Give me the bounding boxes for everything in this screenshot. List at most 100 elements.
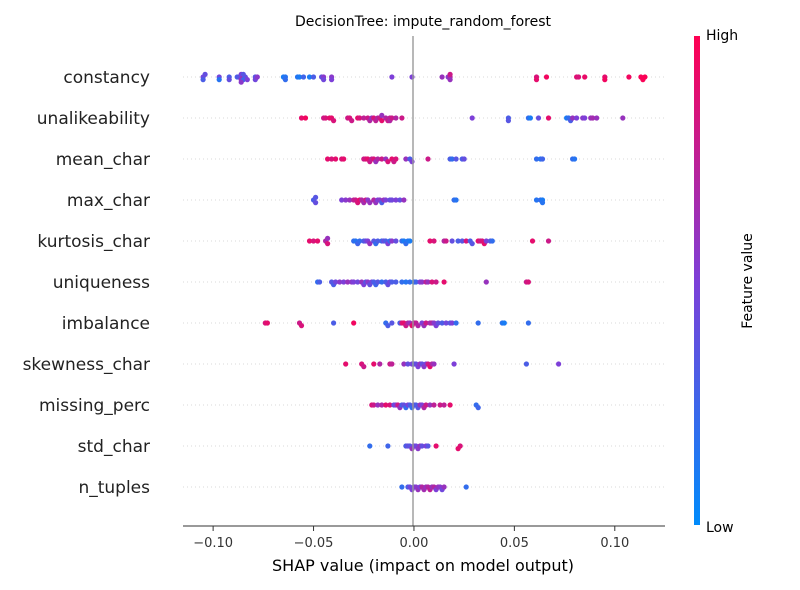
shap-point-uniqueness: [393, 279, 399, 285]
shap-point-uniqueness: [425, 279, 431, 285]
shap-point-uniqueness: [379, 279, 385, 285]
shap-point-n_tuples: [441, 484, 447, 490]
shap-point-imbalance: [435, 320, 441, 326]
shap-point-unalikeability: [357, 115, 363, 121]
x-axis-ticks: −0.10 −0.05 0.00 0.05 0.10: [193, 526, 629, 551]
shap-point-mean_char: [403, 156, 409, 162]
shap-point-skewness_char: [343, 361, 349, 367]
feature-label-kurtosis_char: kurtosis_char: [37, 232, 150, 252]
shap-point-kurtosis_char: [459, 238, 465, 244]
shap-point-mean_char: [325, 156, 331, 162]
shap-point-uniqueness: [525, 279, 532, 285]
shap-point-unalikeability: [527, 115, 534, 121]
shap-point-max_char: [401, 197, 407, 203]
shap-point-mean_char: [453, 156, 459, 162]
shap-point-skewness_char: [389, 361, 395, 367]
shap-point-mean_char: [333, 156, 339, 162]
shap-point-kurtosis_char: [431, 238, 437, 244]
shap-point-constancy: [409, 74, 415, 80]
shap-point-max_char: [397, 197, 403, 203]
shap-point-skewness_char: [451, 361, 457, 367]
shap-point-kurtosis_char: [389, 238, 395, 244]
shap-point-constancy: [244, 77, 250, 83]
shap-point-std_char: [433, 443, 439, 449]
shap-point-constancy: [216, 77, 222, 83]
shap-point-constancy: [240, 71, 246, 77]
shap-point-constancy: [254, 74, 260, 80]
shap-point-kurtosis_char: [545, 238, 552, 244]
shap-point-uniqueness: [333, 279, 339, 285]
shap-point-constancy: [310, 74, 317, 80]
shap-point-uniqueness: [317, 279, 323, 285]
shap-point-constancy: [576, 74, 582, 80]
shap-point-uniqueness: [351, 279, 357, 285]
shap-point-uniqueness: [355, 279, 361, 285]
shap-point-constancy: [602, 77, 608, 83]
shap-point-missing_perc: [441, 402, 447, 408]
shap-point-unalikeability: [389, 115, 395, 121]
colorbar-high-label: High: [706, 28, 738, 44]
shap-point-mean_char: [572, 156, 578, 162]
shap-point-unalikeability: [570, 115, 576, 121]
shap-point-max_char: [347, 197, 353, 203]
shap-point-unalikeability: [535, 115, 542, 121]
shap-point-max_char: [393, 197, 399, 203]
shap-point-constancy: [238, 79, 244, 85]
shap-point-constancy: [582, 74, 588, 80]
shap-point-kurtosis_char: [463, 238, 469, 244]
shap-point-imbalance: [475, 320, 481, 326]
shap-point-missing_perc: [427, 402, 433, 408]
shap-point-unalikeability: [302, 115, 309, 121]
shap-point-missing_perc: [431, 402, 437, 408]
colorbar-title: Feature value: [740, 233, 756, 329]
feature-label-std_char: std_char: [78, 437, 150, 457]
shap-point-imbalance: [449, 320, 455, 326]
shap-point-mean_char: [379, 156, 385, 162]
shap-point-unalikeability: [582, 115, 588, 121]
shap-point-kurtosis_char: [375, 238, 381, 244]
shap-point-missing_perc: [375, 402, 381, 408]
shap-point-constancy: [543, 74, 550, 80]
shap-point-constancy: [626, 74, 632, 80]
shap-point-unalikeability: [399, 115, 405, 121]
shap-point-kurtosis_char: [393, 238, 399, 244]
shap-point-imbalance: [264, 320, 270, 326]
shap-point-constancy: [533, 77, 540, 83]
shap-point-mean_char: [449, 156, 455, 162]
shap-point-missing_perc: [371, 402, 377, 408]
shap-point-max_char: [453, 197, 459, 203]
shap-point-uniqueness: [337, 279, 343, 285]
shap-point-missing_perc: [379, 402, 385, 408]
shap-point-uniqueness: [433, 279, 439, 285]
shap-point-skewness_char: [523, 361, 530, 367]
shap-point-unalikeability: [505, 118, 511, 124]
shap-point-imbalance: [385, 323, 391, 329]
shap-point-uniqueness: [399, 279, 405, 285]
shap-point-unalikeability: [545, 115, 552, 121]
shap-point-constancy: [447, 71, 453, 77]
shap-point-unalikeability: [620, 115, 626, 121]
shap-point-mean_char: [539, 156, 546, 162]
shap-point-max_char: [367, 200, 373, 206]
shap-point-max_char: [313, 194, 319, 200]
shap-point-imbalance: [298, 323, 305, 329]
feature-label-unalikeability: unalikeability: [37, 109, 150, 129]
shap-point-constancy: [200, 77, 206, 83]
shap-point-constancy: [226, 77, 232, 83]
shap-point-kurtosis_char: [367, 241, 373, 247]
shap-point-std_char: [425, 443, 431, 449]
shap-point-uniqueness: [389, 279, 395, 285]
feature-label-n_tuples: n_tuples: [78, 478, 150, 498]
feature-label-mean_char: mean_char: [56, 150, 150, 170]
shap-point-constancy: [321, 77, 327, 83]
shap-point-skewness_char: [371, 361, 377, 367]
shap-point-std_char: [455, 446, 461, 452]
x-tick-label: −0.10: [193, 536, 233, 551]
shap-point-constancy: [300, 74, 307, 80]
shap-point-missing_perc: [475, 405, 481, 411]
shap-point-imbalance: [331, 320, 337, 326]
shap-point-missing_perc: [387, 402, 393, 408]
shap-point-mean_char: [329, 156, 335, 162]
shap-point-uniqueness: [441, 279, 447, 285]
